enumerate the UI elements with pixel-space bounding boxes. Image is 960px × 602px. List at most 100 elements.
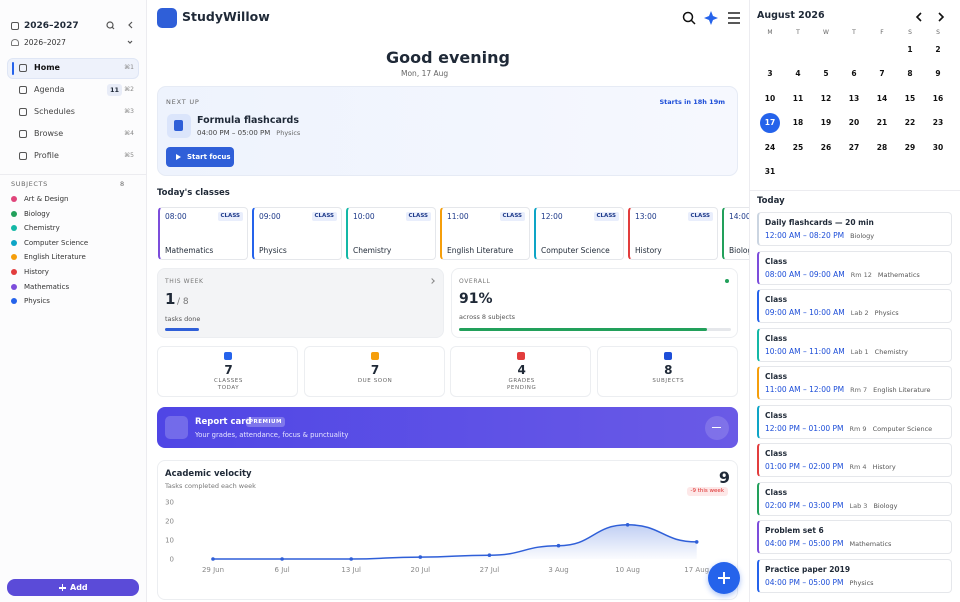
day[interactable]: 29 — [904, 142, 916, 152]
subject-name[interactable]: English Literature — [24, 253, 86, 262]
day[interactable]: 14 — [876, 93, 888, 103]
stat-card: 8 SUBJECTS — [596, 346, 738, 397]
subject-name[interactable]: Computer Science — [24, 238, 89, 247]
day[interactable]: 26 — [820, 142, 832, 152]
day[interactable]: 13 — [848, 93, 860, 103]
class-card[interactable]: 12:00 CLASS Computer Science — [534, 207, 624, 260]
classes-strip: 08:00 CLASS Mathematics 09:00 CLASS Physics 10… — [157, 206, 749, 262]
this-week-label: THIS WEEK — [165, 278, 204, 285]
event-title: Class — [765, 372, 788, 381]
velocity-card: Academic velocity Tasks completed each we… — [157, 460, 738, 600]
day[interactable]: 11 — [792, 93, 804, 103]
x-tick-label: 20 Jul — [411, 566, 431, 574]
day[interactable]: 19 — [820, 118, 832, 128]
class-card[interactable]: 09:00 CLASS Physics — [252, 207, 342, 260]
class-card[interactable]: 14:00CLASSBiology — [722, 207, 749, 260]
day[interactable]: 4 — [795, 69, 801, 79]
day[interactable]: 28 — [876, 142, 888, 152]
next-up-card: NEXT UP Starts in 18h 19m Formula flashcar… — [157, 86, 738, 176]
day[interactable]: 3 — [767, 69, 773, 79]
event-location: Lab 1 — [850, 347, 869, 356]
nav-icon — [19, 64, 27, 72]
class-tag: CLASS — [405, 212, 431, 221]
class-card[interactable]: 11:00 CLASS English Literature — [440, 207, 530, 260]
day[interactable]: 16 — [932, 93, 944, 103]
day[interactable]: 7 — [879, 69, 885, 79]
event-title: Class — [765, 487, 788, 497]
day[interactable]: 25 — [792, 142, 804, 152]
stat-icon — [370, 352, 379, 360]
day[interactable]: 2 — [935, 45, 941, 54]
day[interactable]: 24 — [764, 142, 776, 152]
event-subject: Computer Science — [872, 424, 933, 433]
stat-label: GRADES PENDING — [507, 378, 537, 391]
day[interactable]: 27 — [848, 142, 860, 152]
day[interactable]: 1 — [907, 45, 913, 54]
add-button[interactable]: Add — [7, 579, 139, 596]
day[interactable]: 8 — [907, 69, 913, 79]
event-location: Rm 4 — [849, 463, 867, 471]
subject-dot — [11, 254, 17, 261]
nav-label[interactable]: Browse — [34, 129, 64, 138]
subject-dot — [11, 283, 17, 290]
point — [625, 523, 630, 527]
class-card[interactable]: 10:00 CLASS Chemistry — [346, 207, 436, 260]
day[interactable]: 20 — [848, 118, 860, 128]
subject-name[interactable]: Chemistry — [24, 224, 60, 233]
event-card[interactable]: Problem set 6 04:00 PM – 05:00 PM Mathemat… — [757, 520, 952, 554]
this-week-total: / 8 — [177, 297, 189, 307]
day[interactable]: 9 — [935, 69, 941, 79]
day[interactable]: 30 — [932, 142, 944, 152]
event-card[interactable]: Class 08:00 AM – 09:00 AM Rm 12 Mathematics — [757, 250, 952, 285]
nav-label[interactable]: Schedules — [34, 107, 75, 116]
event-card[interactable]: Daily flashcards — 20 min 12:00 AM – 08:2… — [757, 212, 952, 246]
class-card[interactable]: 08:00 CLASS Mathematics — [158, 207, 248, 260]
day[interactable]: 15 — [904, 93, 916, 103]
event-card[interactable]: Class 10:00 AM – 11:00 AM Lab 1 Chemistry — [757, 327, 952, 362]
subject-name[interactable]: Physics — [24, 297, 50, 306]
class-card[interactable]: 13:00 CLASS History — [628, 207, 718, 260]
day[interactable]: 6 — [851, 69, 857, 79]
day[interactable]: 10 — [764, 93, 776, 103]
subject-name[interactable]: Mathematics — [24, 282, 70, 291]
day[interactable]: 23 — [932, 118, 944, 128]
event-subject: History — [872, 463, 896, 471]
nav-key: ⌘3 — [124, 108, 134, 115]
event-card[interactable]: Class 09:00 AM – 10:00 AM Lab 2 Physics — [757, 289, 952, 323]
day[interactable]: 12 — [820, 93, 832, 103]
subject-name[interactable]: Art & Design — [24, 195, 69, 203]
event-card[interactable]: Class 02:00 PM – 03:00 PM Lab 3 Biology — [757, 481, 952, 516]
nav-label[interactable]: Home — [34, 63, 60, 72]
day[interactable]: 21 — [876, 118, 888, 128]
overall-label: OVERALL — [459, 278, 491, 285]
event-card[interactable]: Practice paper 2019 04:00 PM – 05:00 PM Ph… — [757, 558, 952, 593]
event-card[interactable]: Class 11:00 AM – 12:00 PM Rm 7 English Lite… — [757, 366, 952, 400]
event-meta: 01:00 PM – 02:00 PM Rm 4 History — [765, 461, 896, 473]
day[interactable]: 31 — [764, 167, 776, 176]
report-card[interactable]: Report card PREMIUM Your grades, attendanc… — [157, 407, 738, 448]
day[interactable]: 22 — [904, 118, 916, 128]
nav-label[interactable]: Profile — [34, 151, 59, 160]
event-time: 10:00 AM – 11:00 AM — [765, 346, 845, 356]
day[interactable]: 18 — [792, 118, 804, 128]
event-location: Rm 9 — [849, 424, 867, 433]
event-title: Class — [765, 333, 788, 343]
nav-label[interactable]: Agenda — [34, 85, 65, 94]
subject-name[interactable]: History — [24, 268, 49, 276]
subject-name[interactable]: Biology — [24, 209, 50, 218]
day[interactable]: 17 — [764, 118, 776, 128]
calendar-nav[interactable] — [912, 10, 948, 24]
right-panel — [749, 0, 960, 602]
day[interactable]: 5 — [823, 69, 829, 79]
event-card[interactable]: Class 01:00 PM – 02:00 PM Rm 4 History — [757, 443, 952, 477]
event-title: Class — [765, 410, 788, 420]
stat-card: 7 DUE SOON — [303, 346, 445, 397]
start-focus[interactable]: Start focus — [166, 147, 234, 167]
sidebar — [0, 0, 147, 602]
event-location: Rm 12 — [850, 270, 872, 279]
fab[interactable] — [708, 562, 740, 594]
class-time: 11:00 — [447, 212, 469, 221]
report-title: Report card — [195, 417, 252, 427]
event-card[interactable]: Class 12:00 PM – 01:00 PM Rm 9 Computer Sci… — [757, 404, 952, 439]
x-tick-label: 29 Jun — [202, 566, 224, 574]
